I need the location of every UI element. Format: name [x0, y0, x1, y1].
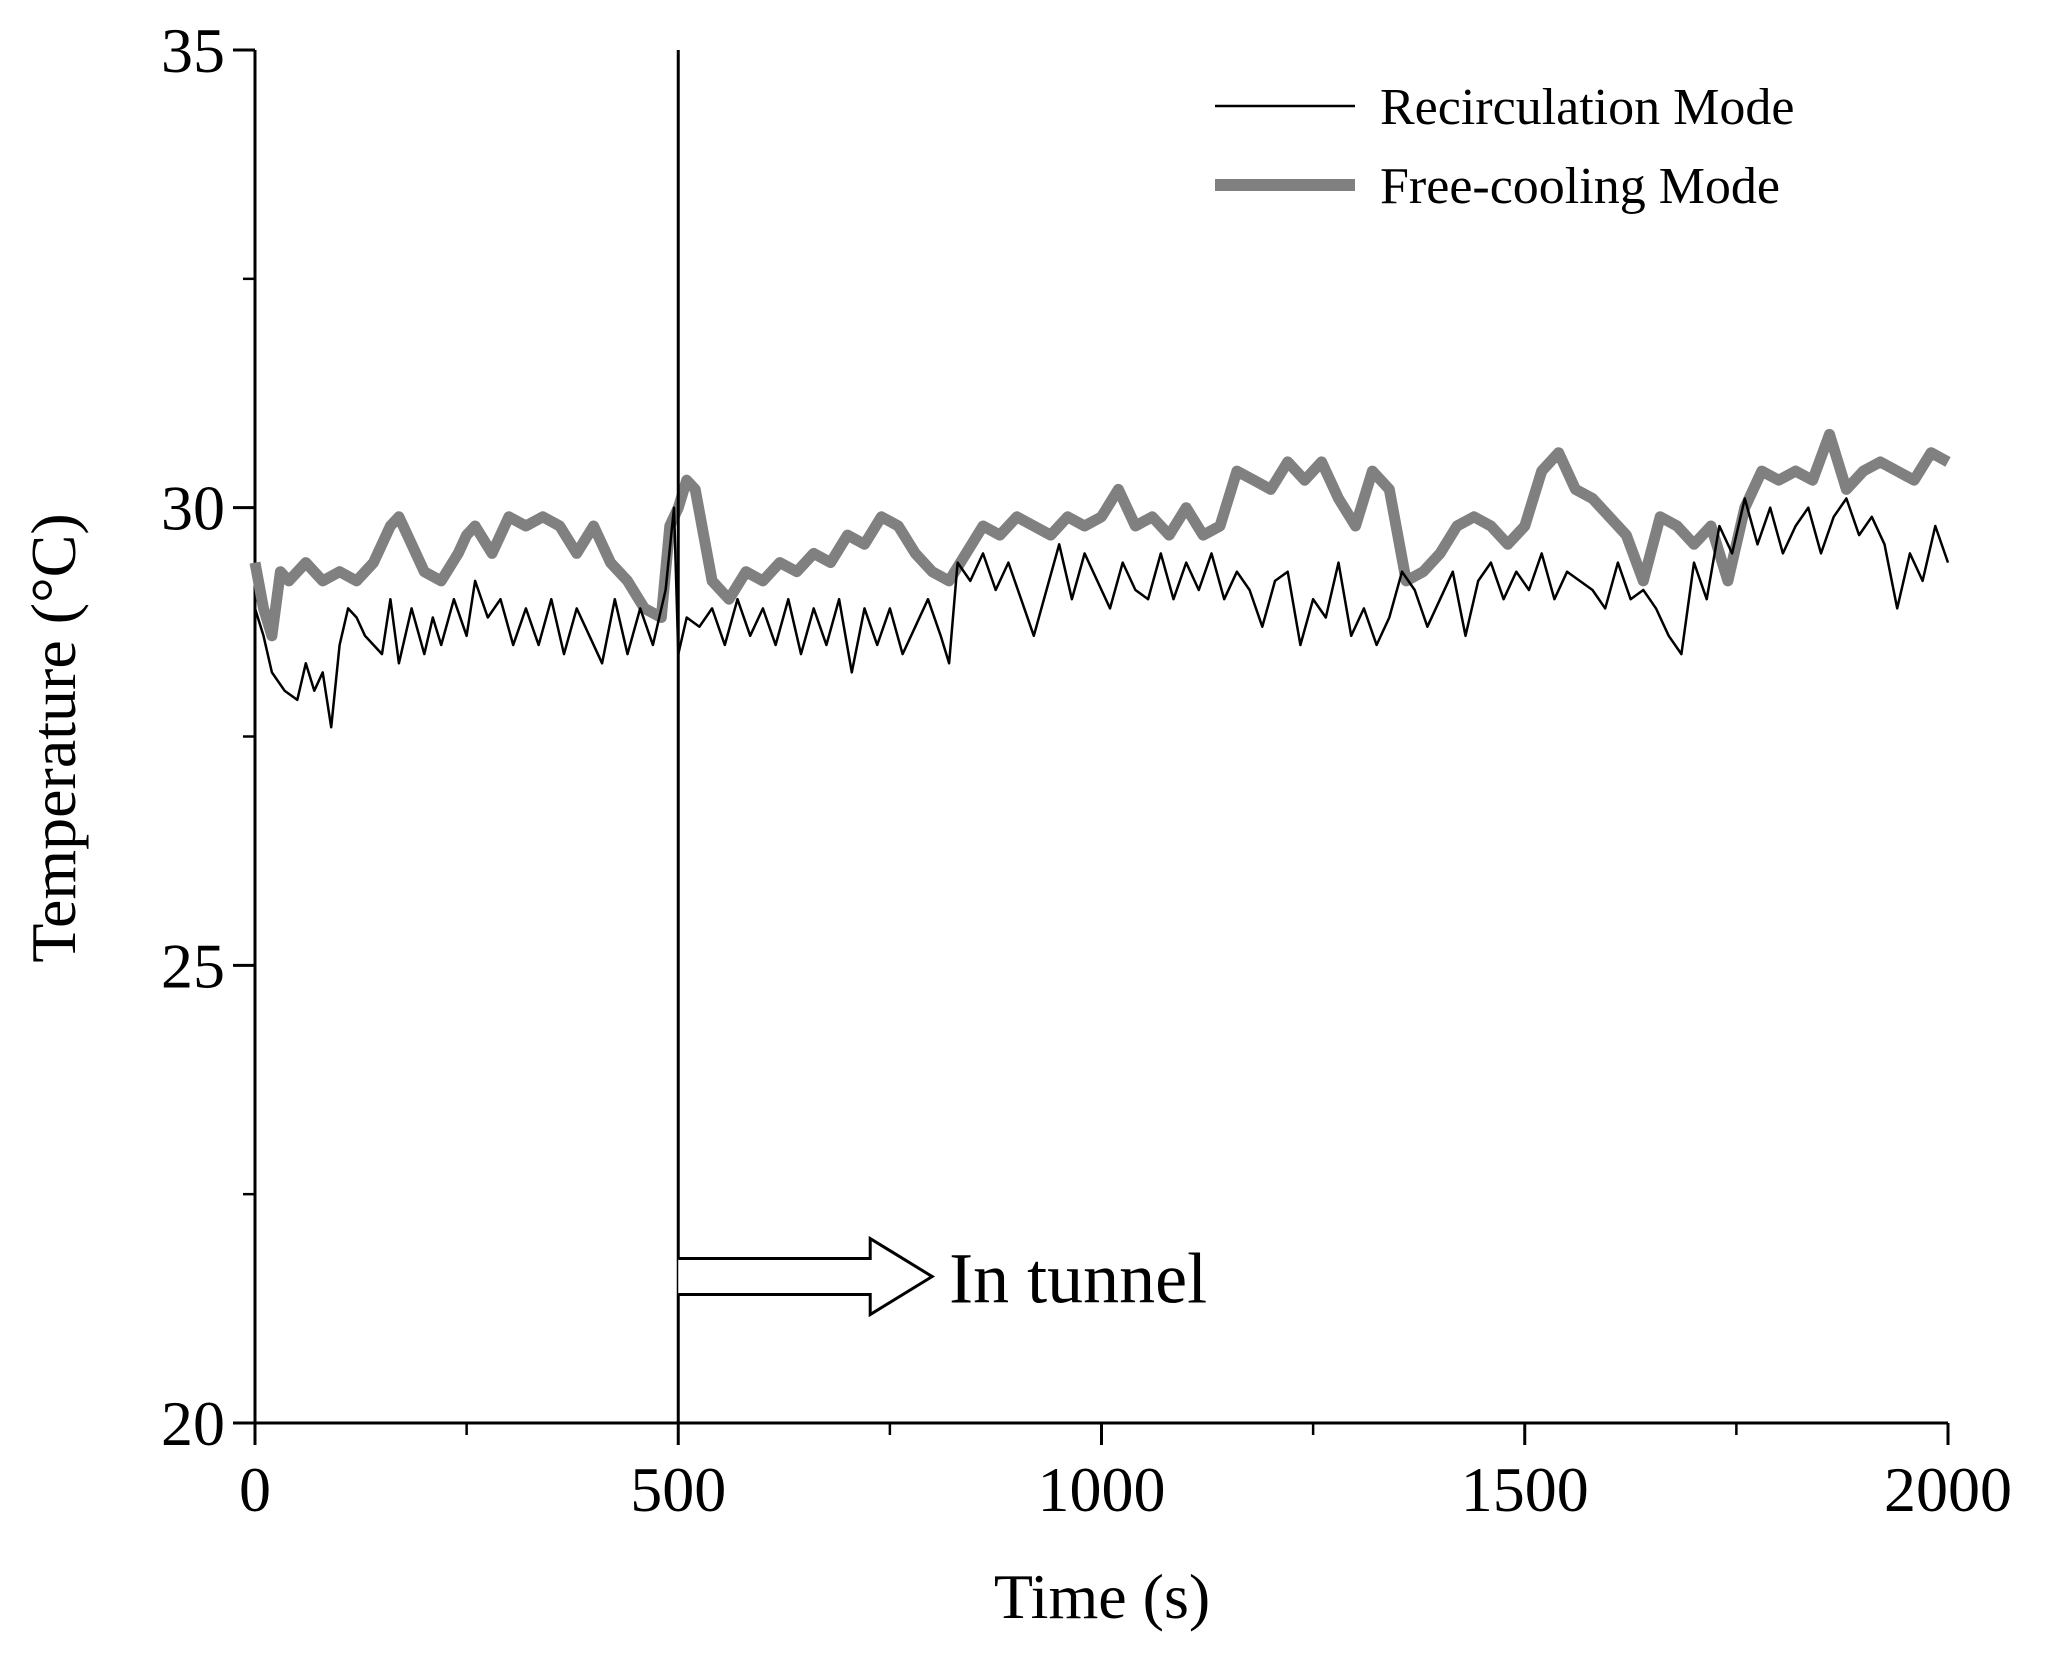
- legend-label-recirculation: Recirculation Mode: [1380, 79, 1794, 136]
- x-tick-label: 1500: [1461, 1454, 1589, 1525]
- y-tick-label: 30: [161, 473, 225, 544]
- y-tick-label: 35: [161, 15, 225, 86]
- x-axis-title: Time (s): [994, 1561, 1210, 1632]
- x-tick-label: 1000: [1038, 1454, 1166, 1525]
- x-tick-label: 2000: [1884, 1454, 2012, 1525]
- series-line-recirculation: [253, 497, 1950, 729]
- y-tick-label: 25: [161, 930, 225, 1001]
- x-tick-label: 0: [239, 1454, 271, 1525]
- in-tunnel-label: In tunnel: [949, 1239, 1207, 1319]
- y-ticks: 20 25 30 35: [161, 15, 255, 1459]
- in-tunnel-arrow: [678, 1235, 936, 1318]
- y-tick-label: 20: [161, 1388, 225, 1459]
- series-line-freecooling: [249, 428, 1951, 642]
- y-axis-title: Temperature (°C): [18, 513, 89, 962]
- legend: Recirculation Mode Free-cooling Mode: [1215, 79, 1794, 215]
- annotations: In tunnel: [676, 50, 1207, 1423]
- plot-series: [249, 428, 1951, 729]
- x-tick-label: 500: [630, 1454, 726, 1525]
- x-ticks: 0 500 1000 1500 2000: [239, 1423, 2012, 1525]
- legend-label-freecooling: Free-cooling Mode: [1380, 158, 1780, 215]
